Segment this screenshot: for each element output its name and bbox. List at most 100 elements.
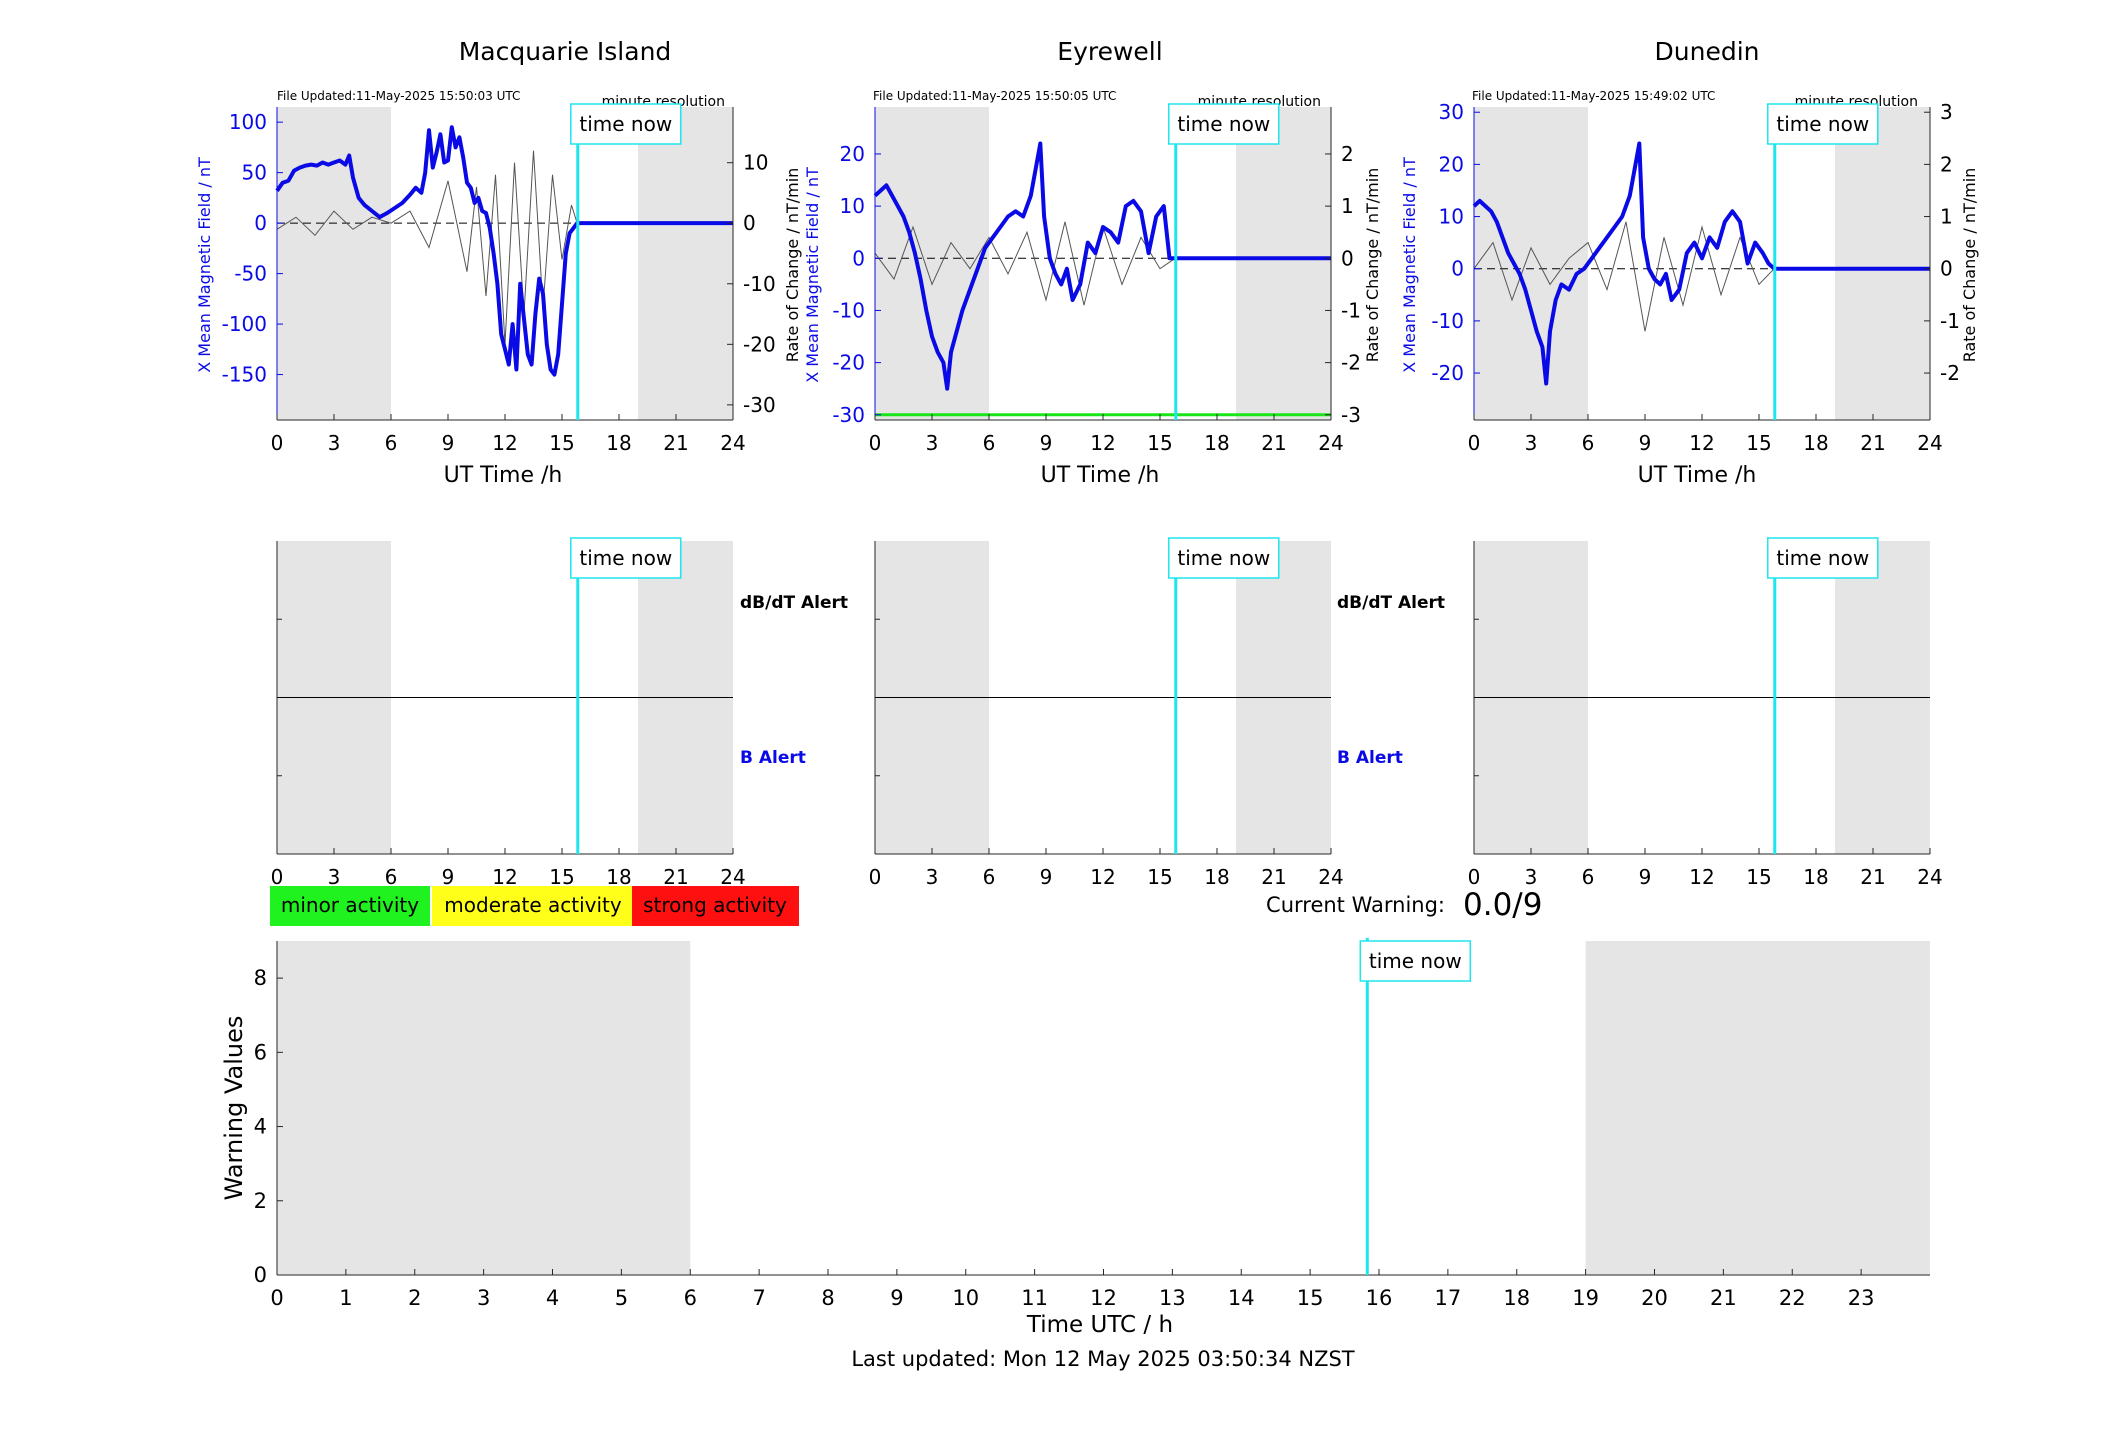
warning-x-tick-label: 17 [1435,1286,1462,1310]
time-now-box [1767,103,1879,145]
left-y-tick-label: 50 [242,161,267,185]
b-alert-label: B Alert [1337,748,1403,768]
warning-y-tick-label: 4 [254,1115,267,1139]
current-warning-value: 0.0/9 [1463,887,1542,923]
x-tick-label: 21 [1261,431,1286,455]
warning-x-tick-label: 5 [615,1286,628,1310]
x-tick-label: 18 [1803,431,1828,455]
time-now-label: time now [1177,546,1270,570]
x-tick-label: 24 [720,431,745,455]
x-tick-label: 12 [1090,865,1115,889]
x-tick-label: 24 [720,865,745,889]
right-y-tick-label: 0 [743,211,756,235]
warning-x-tick-label: 9 [890,1286,903,1310]
time-now-box [1168,103,1280,145]
right-axis-label: Rate of Change / nT/min [783,168,802,363]
left-y-tick-label: -150 [222,363,267,387]
right-y-tick-label: -10 [743,272,776,296]
x-axis-label: UT Time /h [1041,463,1160,488]
left-y-tick-label: 100 [229,110,267,134]
x-tick-label: 0 [869,865,882,889]
warning-x-tick-label: 11 [1021,1286,1048,1310]
warning-x-tick-label: 13 [1159,1286,1186,1310]
warning-x-tick-label: 19 [1572,1286,1599,1310]
x-tick-label: 18 [1204,431,1229,455]
x-tick-label: 6 [385,431,398,455]
warning-x-axis-label: Time UTC / h [1026,1312,1173,1338]
warning-x-tick-label: 12 [1090,1286,1117,1310]
time-now-box [1767,537,1879,579]
x-tick-label: 12 [1090,431,1115,455]
night-shading-rect [1236,107,1331,420]
left-y-tick-label: 20 [840,142,865,166]
x-tick-label: 3 [328,865,341,889]
x-tick-label: 15 [1746,431,1771,455]
x-tick-label: 9 [1040,431,1053,455]
right-y-tick-label: -20 [743,332,776,356]
warning-x-tick-label: 20 [1641,1286,1668,1310]
x-tick-label: 18 [606,865,631,889]
right-y-tick-label: 1 [1940,205,1953,229]
file-updated-text: File Updated:11-May-2025 15:50:05 UTC [873,89,1116,103]
night-shading-layer [277,107,1930,1275]
x-tick-label: 0 [271,431,284,455]
rate-of-change-series [276,150,578,345]
x-tick-label: 18 [1803,865,1828,889]
series-layer [275,125,1930,698]
left-y-tick-label: -10 [832,298,865,322]
x-tick-label: 21 [1860,865,1885,889]
warning-x-tick-label: 8 [821,1286,834,1310]
time-now-label: time now [1776,546,1869,570]
time-now-box [1359,940,1472,982]
warning-y-tick-label: 6 [254,1040,267,1064]
x-tick-label: 6 [983,865,996,889]
warning-x-tick-label: 21 [1710,1286,1737,1310]
magnetic-field-series [275,125,733,377]
x-tick-label: 21 [663,431,688,455]
dbdt-alert-label: dB/dT Alert [740,593,848,613]
warning-x-tick-label: 2 [408,1286,421,1310]
x-tick-label: 15 [1746,865,1771,889]
x-tick-label: 9 [442,865,455,889]
station-title: Macquarie Island [459,37,672,66]
legend-strong-label: strong activity [643,893,787,917]
activity-legend: minor activity moderate activity strong … [270,886,799,926]
warning-x-tick-label: 15 [1297,1286,1324,1310]
x-tick-label: 12 [492,431,517,455]
right-y-tick-label: -2 [1940,361,1960,385]
left-y-tick-label: -50 [234,262,267,286]
x-tick-label: 0 [869,431,882,455]
left-y-tick-label: -30 [832,403,865,427]
left-y-tick-label: 30 [1439,100,1464,124]
time-now-label: time now [1177,112,1270,136]
warning-x-tick-label: 4 [546,1286,559,1310]
night-shading-rect [875,107,989,420]
x-tick-label: 12 [492,865,517,889]
x-tick-label: 3 [1525,431,1538,455]
right-y-tick-label: -1 [1940,309,1960,333]
x-tick-label: 24 [1318,431,1343,455]
file-updated-text: File Updated:11-May-2025 15:50:03 UTC [277,89,520,103]
left-axis-label: X Mean Magnetic Field / nT [803,167,822,383]
night-shading-rect [277,941,691,1275]
night-shading-rect [638,107,733,420]
warning-x-tick-label: 0 [270,1286,283,1310]
warning-y-axis-label: Warning Values [220,1016,248,1201]
left-y-tick-label: 20 [1439,152,1464,176]
x-axis-label: UT Time /h [1638,463,1757,488]
x-tick-label: 6 [983,431,996,455]
warning-x-tick-label: 23 [1848,1286,1875,1310]
warning-x-tick-label: 3 [477,1286,490,1310]
left-y-tick-label: -20 [1431,361,1464,385]
station-panel-macquarie: Macquarie Island File Updated:11-May-202… [195,37,802,488]
rate-of-change-series [1473,221,1775,332]
x-tick-label: 24 [1917,431,1942,455]
night-shading-rect [277,107,391,420]
left-y-tick-label: -100 [222,312,267,336]
x-tick-label: 6 [1582,431,1595,455]
magnetic-field-series [1472,141,1930,386]
warning-x-tick-label: 10 [952,1286,979,1310]
night-shading-rect [1474,107,1588,420]
left-y-tick-label: 0 [1451,257,1464,281]
